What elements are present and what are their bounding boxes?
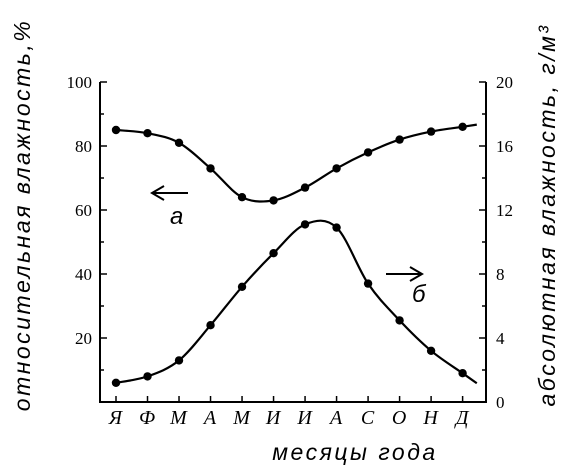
- right-tick-label: 8: [496, 265, 505, 284]
- right-tick-label: 20: [496, 73, 513, 92]
- series-1: а: [111, 122, 477, 230]
- data-point: [237, 193, 247, 202]
- month-label: М: [232, 407, 251, 429]
- month-label: С: [361, 407, 375, 429]
- left-tick-label: 80: [75, 137, 92, 156]
- data-point: [395, 135, 404, 144]
- arrow-left-icon: [150, 185, 188, 201]
- data-point: [143, 129, 152, 138]
- data-point: [174, 356, 184, 365]
- left-tick-label: 60: [75, 201, 92, 220]
- right-axis-title: абсолютная влажность, г/м³: [534, 23, 560, 406]
- right-tick-label: 12: [496, 201, 513, 220]
- series-label: б: [412, 281, 427, 308]
- series-2: б: [111, 219, 478, 387]
- right-tick-label: 0: [496, 393, 505, 412]
- series-layer: аб: [111, 122, 478, 387]
- data-point: [269, 249, 278, 258]
- series-label: а: [170, 203, 183, 230]
- left-tick-labels: 100 80 60 40 20: [67, 73, 93, 348]
- data-point: [363, 148, 373, 157]
- x-axis-title: месяцы года: [272, 439, 437, 465]
- data-point: [269, 196, 278, 205]
- right-tick-labels: 20 16 12 8 4 0: [496, 73, 513, 412]
- data-point: [111, 125, 121, 135]
- left-tick-label: 20: [75, 329, 92, 348]
- month-label: Д: [454, 407, 470, 429]
- data-point: [300, 220, 310, 229]
- month-label: А: [328, 407, 343, 429]
- right-tick-label: 4: [496, 329, 505, 348]
- month-label: О: [392, 407, 407, 429]
- data-point: [363, 279, 373, 288]
- data-point: [458, 369, 467, 378]
- data-point: [143, 372, 152, 381]
- month-label: А: [202, 407, 217, 429]
- data-point: [206, 164, 215, 173]
- data-point: [174, 138, 184, 147]
- data-point: [332, 164, 341, 173]
- month-label: И: [265, 407, 282, 429]
- arrow-right-icon: [386, 266, 424, 282]
- left-tick-label: 100: [67, 73, 93, 92]
- left-tick-label: 40: [75, 265, 92, 284]
- month-label: Я: [108, 407, 124, 429]
- month-label: Н: [422, 407, 439, 429]
- data-point: [332, 223, 341, 232]
- left-axis-title: относительная влажность,%: [9, 19, 35, 411]
- month-label: М: [169, 407, 188, 429]
- series-line: [115, 123, 477, 203]
- data-point: [206, 321, 215, 330]
- data-point: [426, 127, 436, 136]
- data-point: [458, 122, 467, 131]
- data-point: [300, 183, 310, 192]
- data-point: [237, 282, 247, 291]
- axis-ticks: [100, 81, 486, 402]
- month-label: Ф: [139, 407, 156, 429]
- data-point: [426, 346, 436, 355]
- right-tick-label: 16: [496, 137, 513, 156]
- data-point: [111, 378, 121, 387]
- data-point: [395, 316, 404, 325]
- month-label: И: [296, 407, 313, 429]
